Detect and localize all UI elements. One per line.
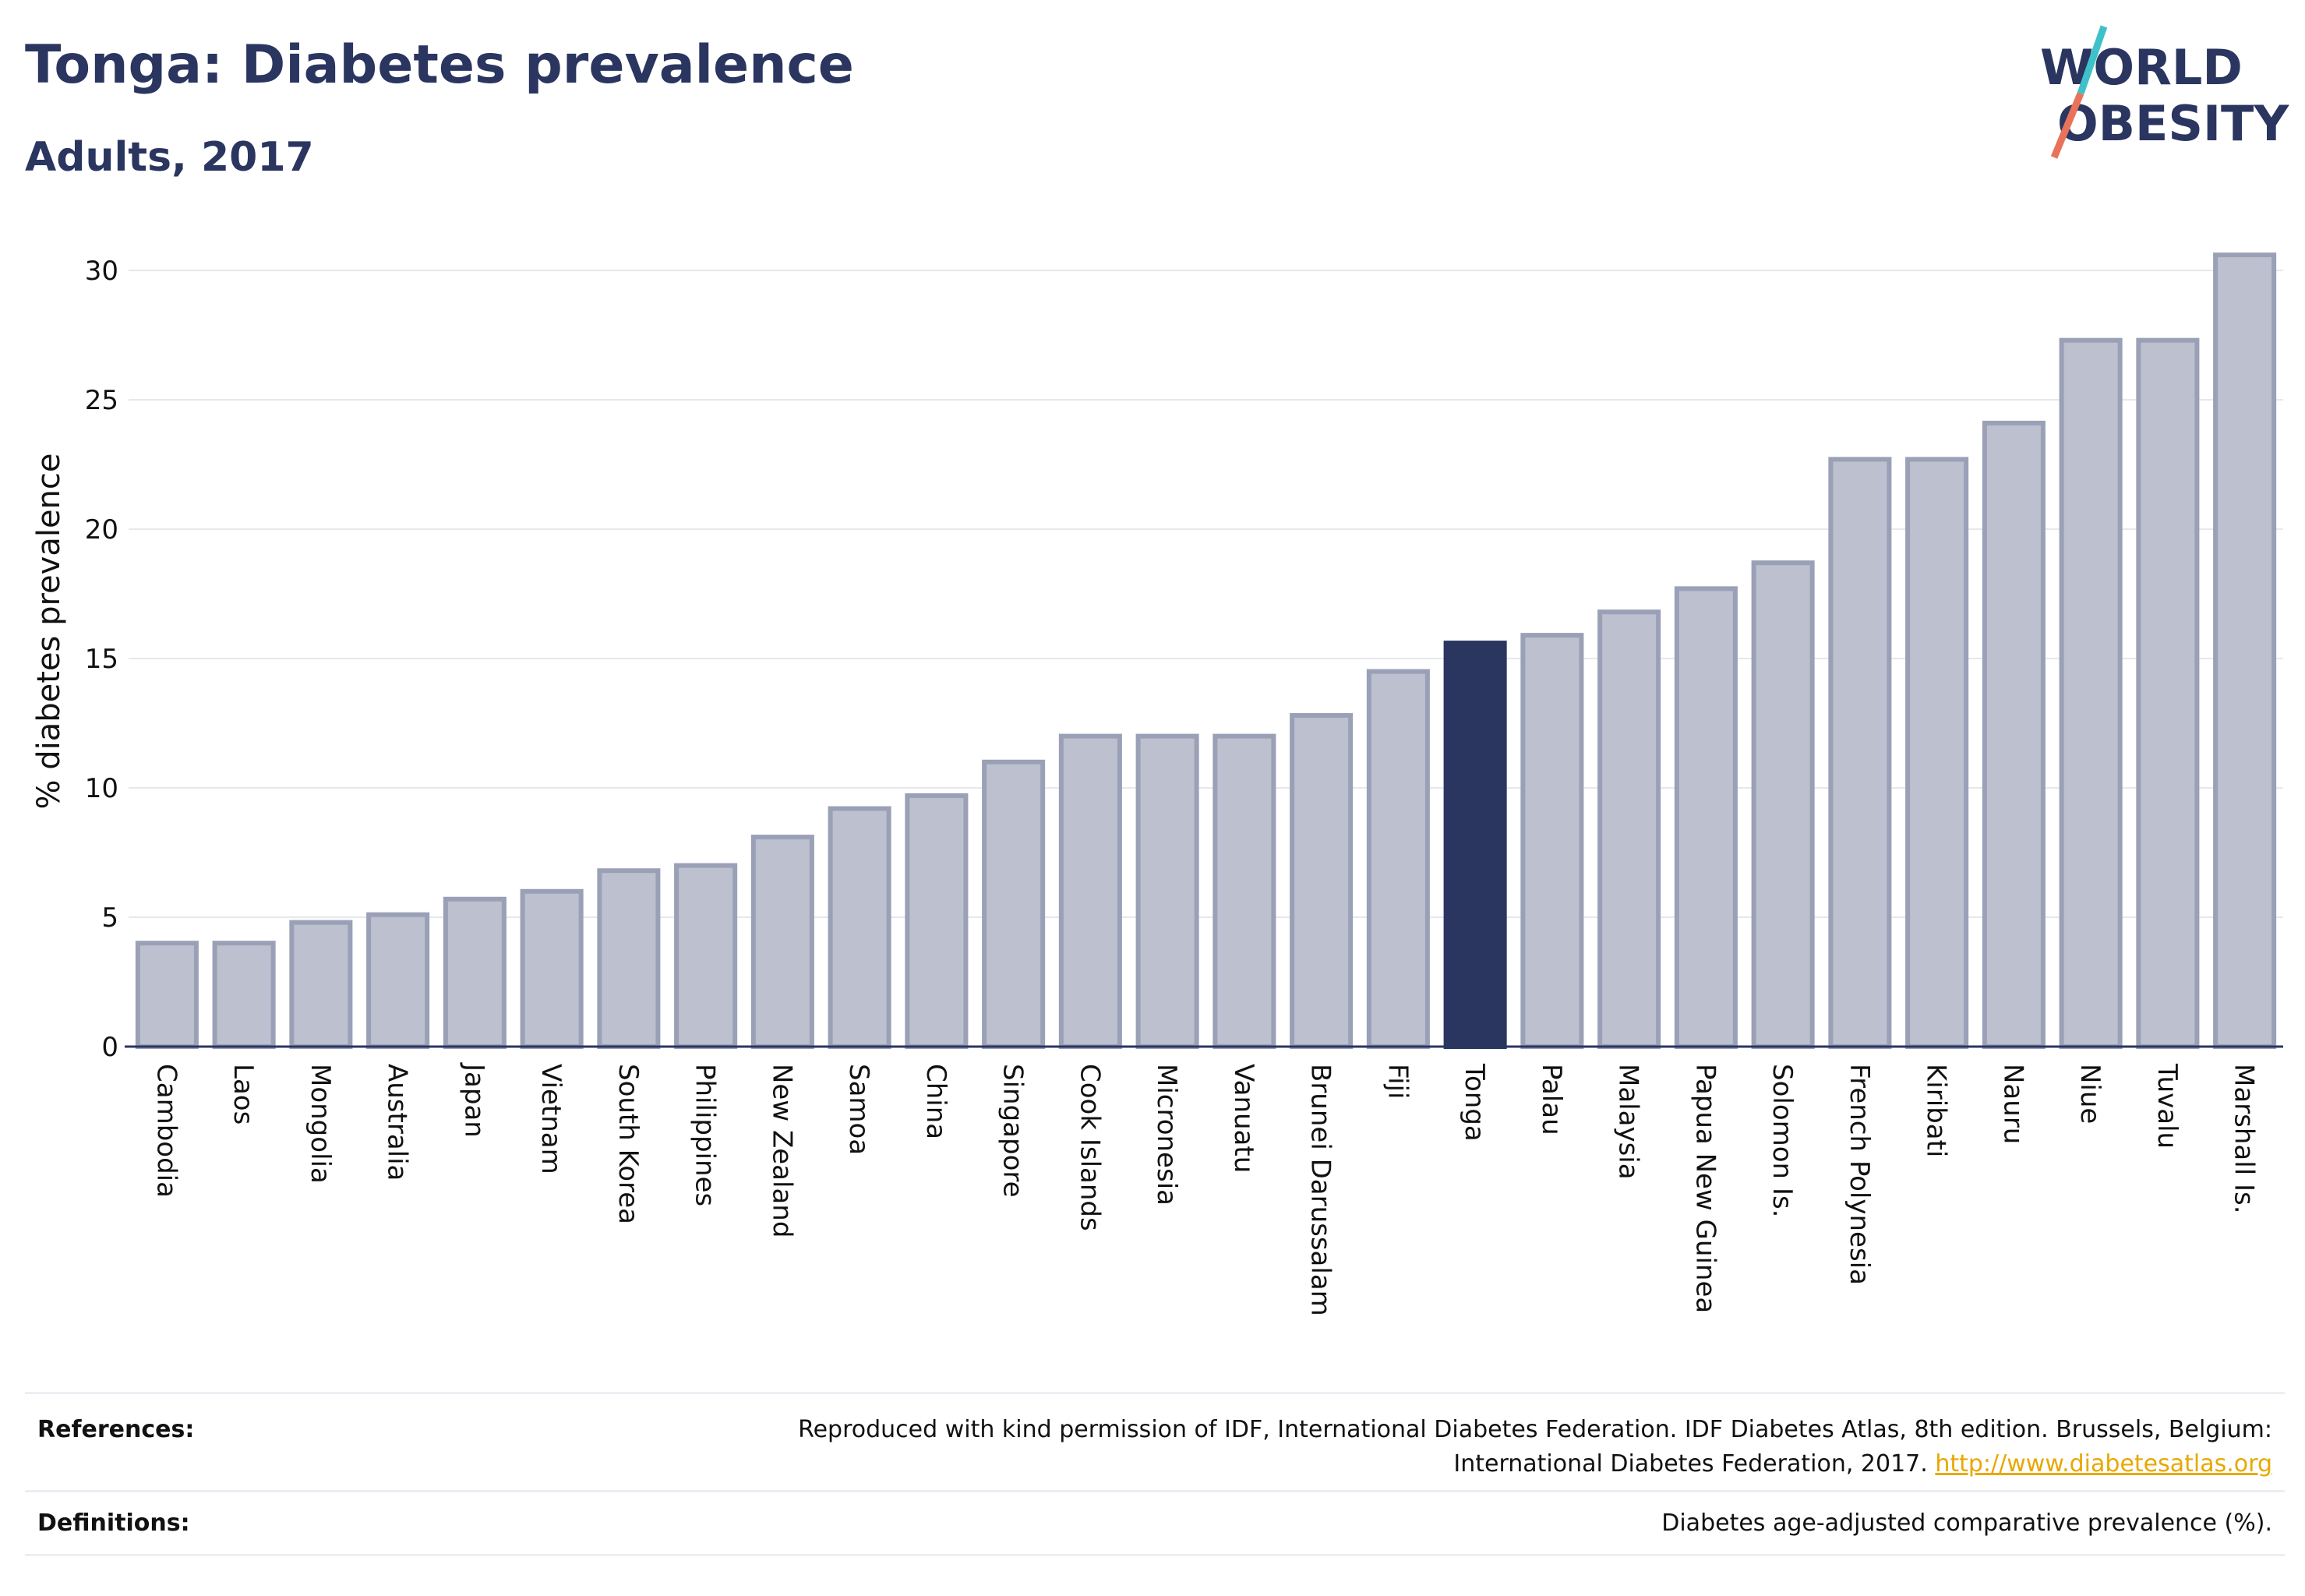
logo-slash-teal [2077, 25, 2108, 95]
x-tick-label: Solomon Is. [1767, 1064, 1798, 1217]
y-tick-label: 15 [85, 644, 118, 675]
chart-title: Tonga: Diabetes prevalence [25, 34, 854, 96]
references-row: References: Reproduced with kind permiss… [25, 1392, 2285, 1490]
x-tick-label: Palau [1536, 1064, 1567, 1135]
x-tick-label: Japan [458, 1062, 489, 1138]
bar-marshall-is [2213, 252, 2277, 1049]
x-tick-label: Micronesia [1151, 1064, 1182, 1206]
y-tick-label: 20 [85, 514, 118, 546]
bar-micronesia [1135, 733, 1199, 1049]
y-tick-label: 0 [101, 1032, 118, 1063]
y-axis-ticks: 0 5 10 15 20 25 30 [85, 256, 118, 1063]
bar-china [905, 793, 969, 1050]
bar-tonga [1443, 641, 1507, 1049]
bar-nauru [1982, 420, 2046, 1049]
bar-papua-new-guinea [1674, 586, 1738, 1049]
x-tick-label: Samoa [843, 1064, 874, 1155]
bar-cambodia [135, 941, 199, 1049]
logo-word-world: WORLD [2040, 39, 2243, 96]
bar-south-korea [597, 868, 661, 1049]
x-tick-label: Malaysia [1613, 1064, 1644, 1180]
logo-word-obesity: OBESITY [2057, 95, 2289, 152]
bar-philippines [674, 863, 738, 1049]
x-tick-label: Vanuatu [1228, 1064, 1259, 1173]
bar-japan [443, 896, 507, 1050]
bar-singapore [982, 759, 1046, 1049]
x-tick-label: Philippines [690, 1064, 721, 1206]
y-tick-label: 10 [85, 773, 118, 804]
x-tick-label: Fiji [1382, 1064, 1413, 1099]
x-tick-label: French Polynesia [1844, 1064, 1875, 1285]
y-tick-label: 5 [101, 902, 118, 934]
bar-palau [1520, 633, 1584, 1049]
bar-laos [212, 941, 276, 1049]
chart-subtitle: Adults, 2017 [25, 134, 314, 181]
x-tick-label: Australia [382, 1064, 413, 1181]
bar-vanuatu [1213, 733, 1276, 1049]
bar-fiji [1366, 669, 1430, 1049]
references-line-1: Reproduced with kind permission of IDF, … [798, 1416, 2272, 1443]
bar-malaysia [1597, 609, 1661, 1049]
bar-samoa [828, 806, 891, 1050]
x-tick-label: Kiribati [1921, 1064, 1952, 1157]
x-tick-label: Cook Islands [1074, 1064, 1105, 1231]
x-tick-label: Nauru [1997, 1064, 2028, 1144]
logo-slash-coral [2050, 92, 2084, 159]
bar-solomon-is [1751, 560, 1815, 1049]
x-tick-label: Niue [2074, 1064, 2106, 1124]
x-tick-label: South Korea [612, 1064, 644, 1224]
bar-new-zealand [750, 835, 814, 1049]
bar-brunei-darussalam [1290, 713, 1354, 1049]
definitions-text: Diabetes age-adjusted comparative preval… [1661, 1509, 2272, 1537]
footer-divider [25, 1554, 2285, 1556]
x-tick-label: Singapore [997, 1064, 1029, 1198]
diabetes-atlas-link[interactable]: http://www.diabetesatlas.org [1935, 1450, 2272, 1478]
bar-cook-islands [1058, 733, 1122, 1049]
references-line-2-text: International Diabetes Federation, 2017. [1453, 1450, 1928, 1478]
bar-niue [2059, 337, 2123, 1049]
bar-mongolia [289, 920, 353, 1050]
x-tick-label: Vietnam [535, 1064, 567, 1174]
bars [135, 252, 2277, 1050]
x-tick-label: Brunei Darussalam [1305, 1064, 1336, 1316]
y-axis-label: % diabetes prevalence [31, 453, 67, 809]
x-tick-label: China [920, 1064, 951, 1139]
x-tick-label: Papua New Guinea [1689, 1064, 1721, 1313]
bar-kiribati [1905, 457, 1969, 1049]
bar-tuvalu [2136, 337, 2200, 1049]
y-tick-label: 30 [85, 256, 118, 287]
references-label: References: [37, 1416, 195, 1443]
x-tick-label: Mongolia [305, 1064, 336, 1184]
bar-chart: 0 5 10 15 20 25 30 Cambodia Laos Mongolia Austral… [31, 252, 2283, 1316]
x-tick-label: New Zealand [766, 1064, 797, 1238]
definitions-label: Definitions: [37, 1509, 190, 1537]
references-line-2: International Diabetes Federation, 2017.… [798, 1447, 2272, 1481]
x-tick-label: Tonga [1459, 1063, 1490, 1142]
bar-australia [366, 912, 430, 1050]
x-tick-label: Laos [228, 1064, 259, 1125]
bar-french-polynesia [1828, 457, 1892, 1049]
x-tick-label: Cambodia [150, 1064, 182, 1198]
world-obesity-logo: WORLD OBESITY [2040, 25, 2289, 159]
x-tick-label: Marshall Is. [2229, 1064, 2260, 1214]
bar-vietnam [520, 888, 584, 1050]
y-tick-label: 25 [85, 385, 118, 416]
category-labels: Cambodia Laos Mongolia Australia Japan Vietna… [150, 1062, 2259, 1316]
x-tick-label: Tuvalu [2151, 1063, 2183, 1149]
definitions-row: Definitions: Diabetes age-adjusted compa… [25, 1490, 2285, 1554]
references-text: Reproduced with kind permission of IDF, … [798, 1413, 2272, 1481]
